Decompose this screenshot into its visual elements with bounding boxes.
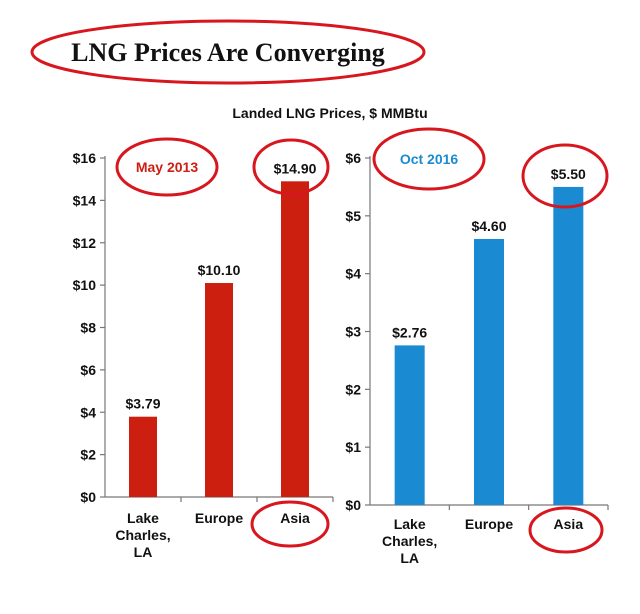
- category-label: Asia: [554, 516, 584, 532]
- y-tick-label: $8: [80, 320, 96, 336]
- bars: [129, 181, 309, 497]
- asia-value-highlight-ellipse: [521, 143, 609, 209]
- y-tick-label: $4: [80, 404, 96, 420]
- period-highlight-ellipse: [115, 137, 219, 197]
- data-labels: $2.76 $4.60 $5.50: [392, 166, 586, 340]
- category-label: Asia: [280, 510, 310, 526]
- may-2013-chart: $0 $2 $4 $6 $8 $10 $12 $14 $16 $3.79 $10.10 $14.90…: [73, 137, 334, 560]
- y-tick-label: $4: [345, 266, 361, 282]
- category-label: Lake Charles, LA: [115, 510, 170, 560]
- title-highlight-ellipse: [30, 19, 426, 85]
- bar: [553, 186, 584, 505]
- page-title: LNG Prices Are Converging: [71, 38, 385, 67]
- y-tick-label: $16: [73, 150, 97, 166]
- bar: [205, 283, 233, 497]
- y-tick-label: $2: [80, 447, 96, 463]
- data-label: $10.10: [198, 262, 241, 278]
- y-tick-label: $1: [345, 439, 361, 455]
- category-label: Europe: [195, 510, 243, 526]
- y-tick-label: $6: [345, 150, 361, 166]
- y-tick-label: $5: [345, 208, 361, 224]
- oct-2016-chart: $0 $1 $2 $3 $4 $5 $6 $2.76 $4.60 $5.50 Lake Charl…: [345, 127, 609, 566]
- data-labels: $3.79 $10.10 $14.90: [125, 160, 316, 411]
- bar: [281, 181, 309, 497]
- category-labels: Lake Charles, LA Europe Asia: [382, 516, 583, 566]
- y-tick-label: $0: [345, 497, 361, 513]
- period-label: May 2013: [136, 159, 198, 175]
- category-label: Lake Charles, LA: [382, 516, 437, 566]
- y-tick-label: $12: [73, 235, 97, 251]
- y-tick-label: $14: [73, 192, 97, 208]
- chart-subtitle: Landed LNG Prices, $ MMBtu: [232, 105, 427, 121]
- asia-category-highlight-ellipse: [250, 500, 330, 548]
- data-label: $3.79: [125, 396, 160, 412]
- category-labels: Lake Charles, LA Europe Asia: [115, 510, 310, 560]
- data-label: $5.50: [551, 166, 586, 182]
- bar: [129, 416, 157, 497]
- bar: [474, 238, 504, 505]
- y-tick-label: $2: [345, 381, 361, 397]
- y-tick-label: $6: [80, 362, 96, 378]
- data-label: $14.90: [274, 160, 317, 176]
- y-tick-label: $3: [345, 324, 361, 340]
- data-label: $4.60: [471, 218, 506, 234]
- y-tick-label: $10: [73, 277, 97, 293]
- asia-value-highlight-ellipse: [252, 138, 330, 196]
- bar: [394, 345, 425, 505]
- asia-category-highlight-ellipse: [528, 506, 604, 554]
- category-label: Europe: [465, 516, 513, 532]
- period-highlight-ellipse: [372, 127, 486, 191]
- period-label: Oct 2016: [400, 151, 459, 167]
- y-tick-label: $0: [80, 489, 96, 505]
- bars: [394, 186, 584, 505]
- data-label: $2.76: [392, 324, 427, 340]
- y-axis-ticks: $0 $2 $4 $6 $8 $10 $12 $14 $16: [73, 150, 334, 505]
